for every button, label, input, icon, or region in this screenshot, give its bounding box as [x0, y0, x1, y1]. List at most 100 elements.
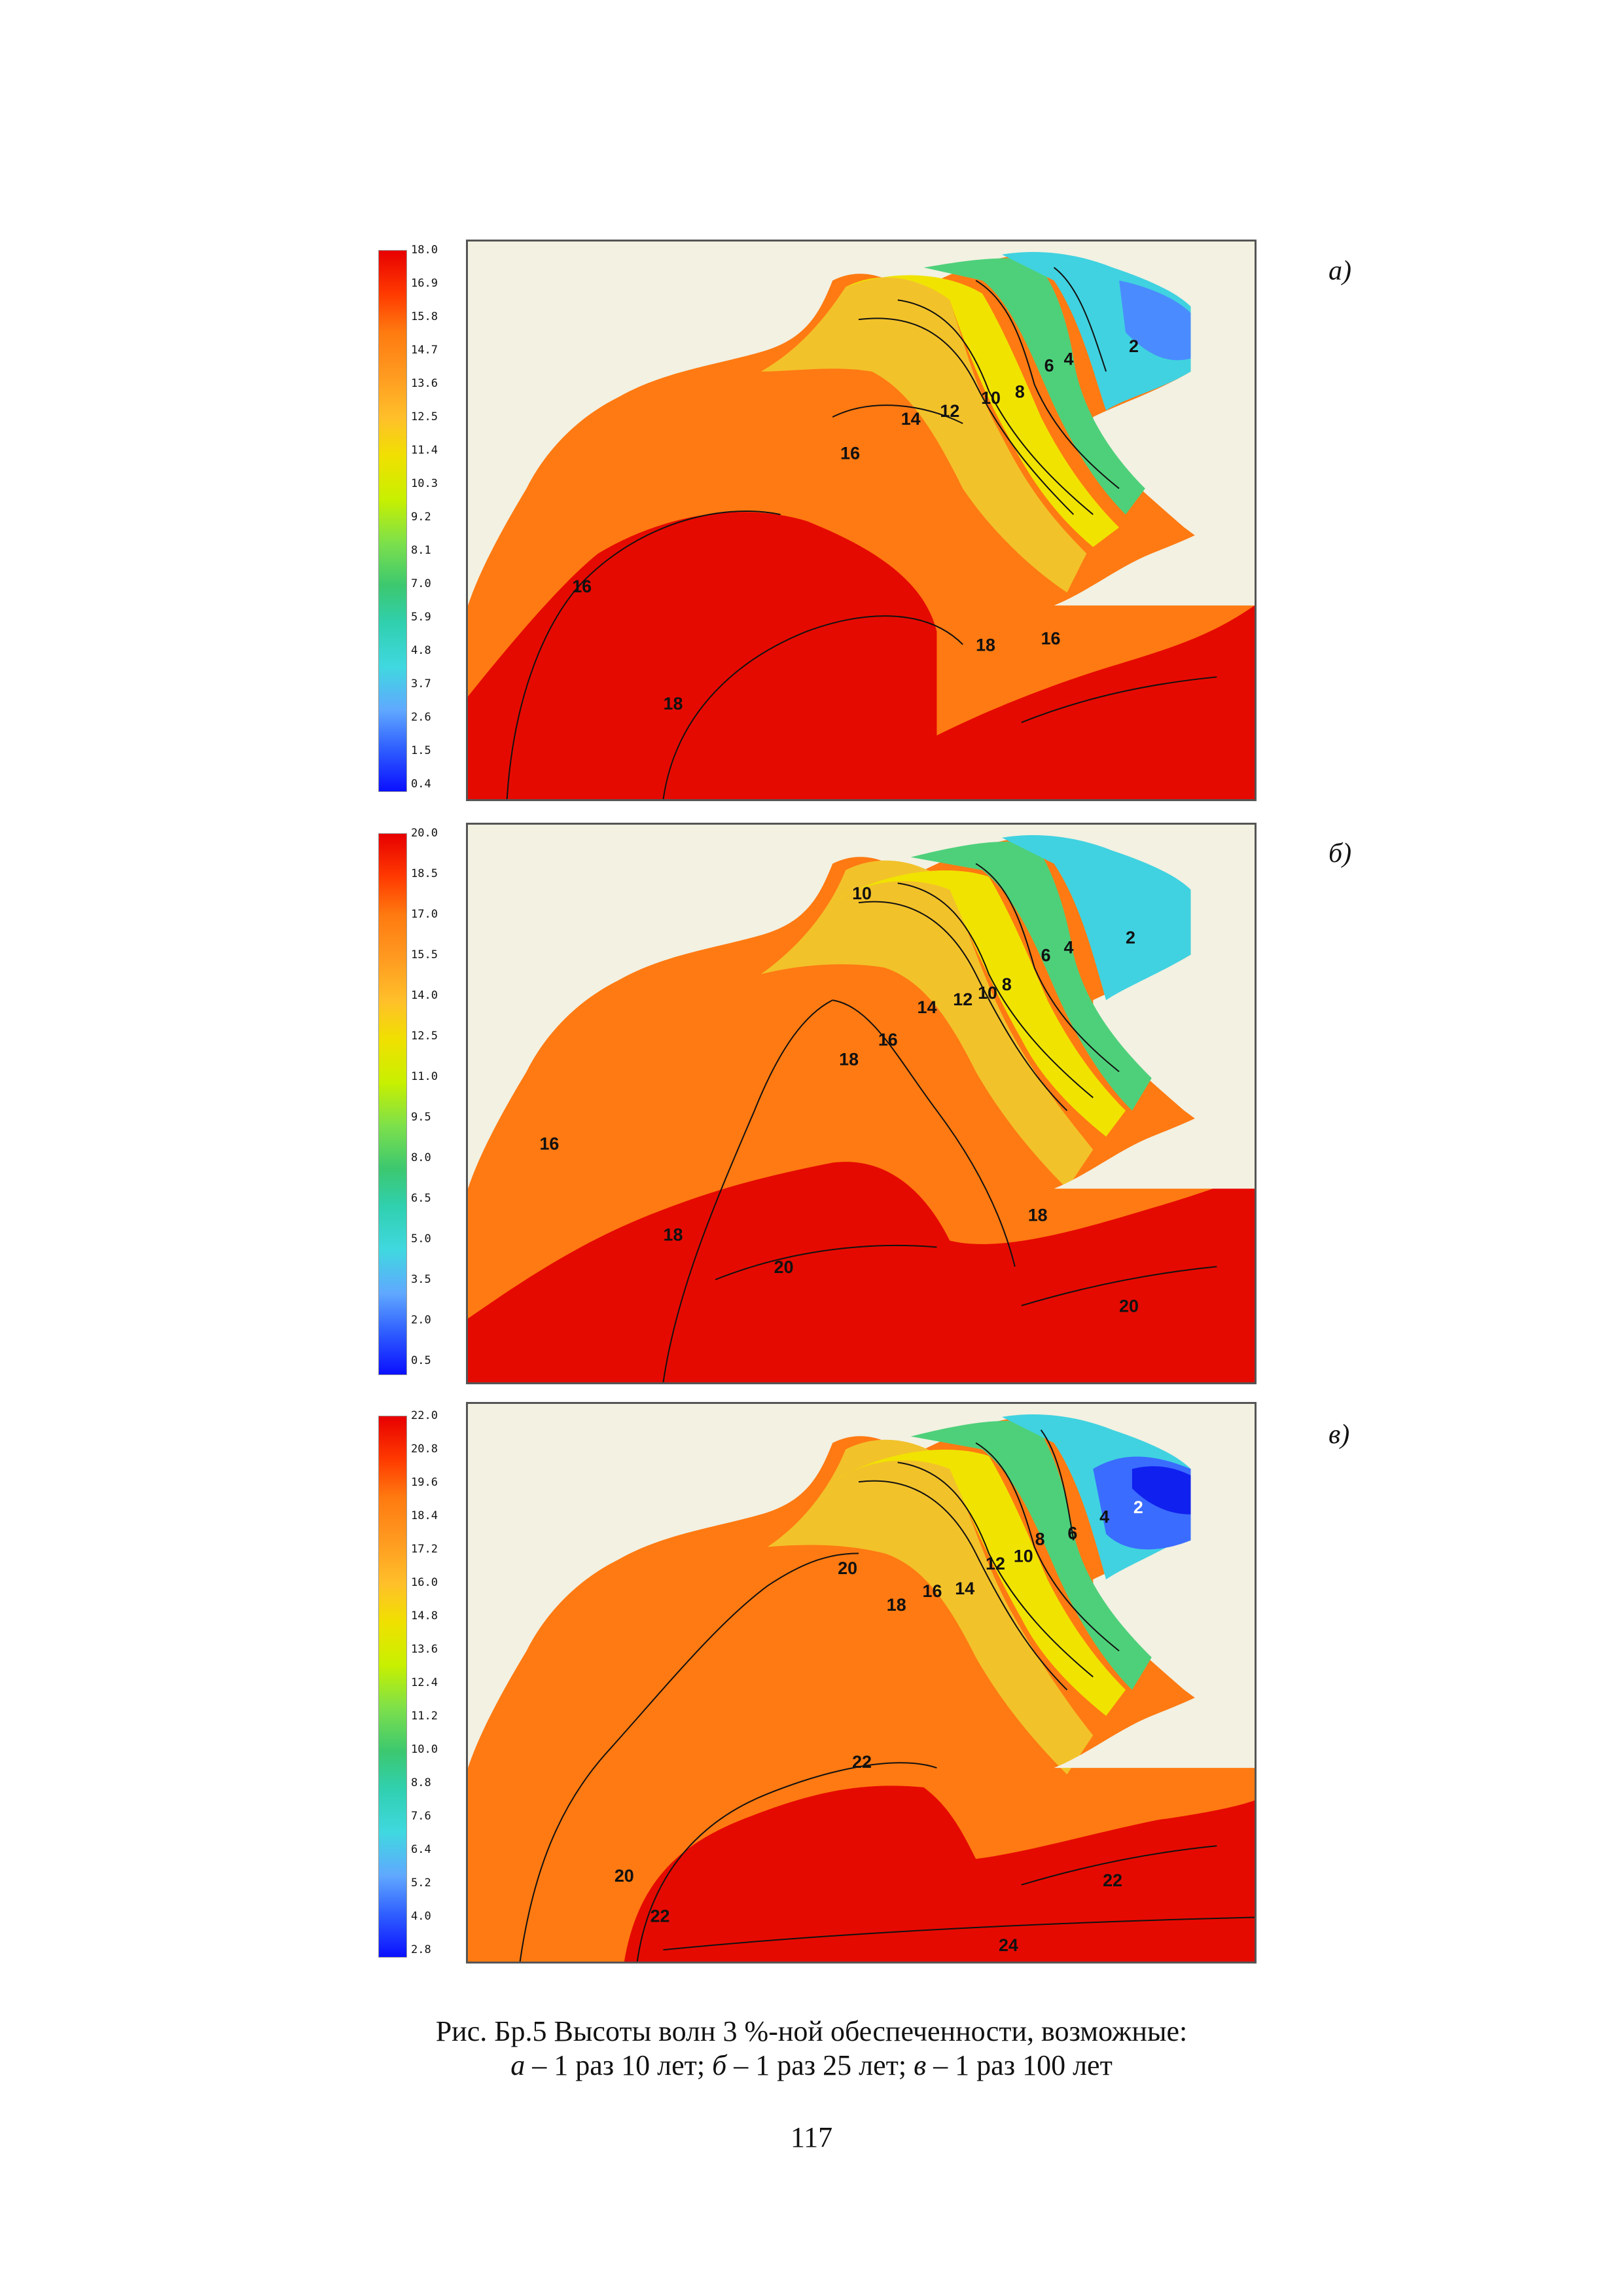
- scale-tick: 17.2: [411, 1543, 438, 1556]
- scale-tick: 0.5: [411, 1354, 431, 1367]
- contour-label: 18: [664, 694, 683, 713]
- contour-label: 20: [615, 1866, 634, 1886]
- contour-label: 22: [1103, 1871, 1122, 1890]
- scale-tick: 11.2: [411, 1710, 438, 1723]
- scale-tick: 1.5: [411, 744, 431, 757]
- contours-c: 20 22 20 18 16 14 12 10 8 6 4 2 22 22 24: [519, 1429, 1255, 1962]
- contour-label: 22: [651, 1906, 670, 1926]
- contour-label: 20: [1119, 1297, 1139, 1316]
- scale-tick: 7.0: [411, 577, 431, 590]
- panel-label: б): [1329, 838, 1352, 869]
- scale-tick: 10.0: [411, 1743, 438, 1756]
- scale-tick: 7.6: [411, 1810, 431, 1823]
- contour-label: 4: [1099, 1507, 1109, 1527]
- contour-label: 14: [901, 409, 921, 429]
- scale-tick: 3.7: [411, 677, 431, 691]
- contour-label: 24: [999, 1935, 1018, 1955]
- scale-tick: 16.9: [411, 277, 438, 290]
- scale-tick: 2.8: [411, 1943, 431, 1956]
- panel-label: в): [1329, 1420, 1350, 1450]
- scale-tick: 5.0: [411, 1232, 431, 1246]
- contour-label: 10: [981, 388, 1001, 408]
- scale-tick: 6.4: [411, 1843, 431, 1856]
- scale-tick: 20.0: [411, 827, 438, 840]
- wave-map-b: 10 16 18 18 20 16 14 12 10 8 6 4 2 18 20: [466, 823, 1257, 1384]
- contour-label: 8: [1035, 1530, 1045, 1549]
- scale-tick: 14.8: [411, 1609, 438, 1623]
- scale-tick: 14.7: [411, 344, 438, 357]
- scale-tick: 2.6: [411, 711, 431, 724]
- contour-label: 12: [986, 1554, 1005, 1573]
- scale-tick: 6.5: [411, 1192, 431, 1205]
- wave-map-a: 16 18 16 14 12 10 8 6 4 2 16 18: [466, 240, 1257, 801]
- contour-label: 16: [878, 1030, 898, 1050]
- scale-tick: 11.0: [411, 1070, 438, 1083]
- scale-tick: 20.8: [411, 1443, 438, 1456]
- contour-label: 12: [940, 401, 959, 421]
- contour-label: 16: [1041, 629, 1061, 649]
- color-scale-bar: [378, 833, 407, 1375]
- scale-tick: 18.5: [411, 867, 438, 880]
- scale-tick: 14.0: [411, 989, 438, 1002]
- contour-label: 20: [838, 1558, 857, 1578]
- scale-tick: 15.8: [411, 310, 438, 323]
- caption-text-a: – 1 раз 10 лет;: [525, 2049, 713, 2081]
- scale-tick: 22.0: [411, 1409, 438, 1422]
- contour-label: 14: [918, 997, 937, 1017]
- scale-tick: 12.5: [411, 410, 438, 423]
- contour-label: 12: [953, 990, 972, 1009]
- page-number: 117: [790, 2121, 833, 2153]
- scale-tick: 13.6: [411, 377, 438, 390]
- scale-tick: 13.6: [411, 1643, 438, 1656]
- contour-label: 2: [1133, 1498, 1143, 1517]
- contours-b: 10 16 18 18 20 16 14 12 10 8 6 4 2 18 20: [539, 863, 1217, 1382]
- scale-tick: 17.0: [411, 908, 438, 921]
- contour-label: 10: [978, 983, 997, 1003]
- contour-label: 6: [1041, 946, 1051, 965]
- scale-tick: 19.6: [411, 1476, 438, 1489]
- caption-letter-a: а: [510, 2049, 526, 2081]
- scale-tick: 11.4: [411, 444, 438, 457]
- panel-label: а): [1329, 256, 1351, 286]
- scale-tick: 12.4: [411, 1676, 438, 1689]
- contour-label: 10: [1014, 1546, 1033, 1566]
- contour-label: 18: [1028, 1206, 1048, 1225]
- contour-label: 10: [852, 884, 872, 903]
- contour-label: 18: [887, 1595, 906, 1615]
- contour-label: 2: [1129, 336, 1139, 356]
- contour-label: 8: [1015, 382, 1025, 401]
- contour-label: 16: [539, 1134, 559, 1154]
- wave-field-c: [468, 1404, 1255, 1962]
- scale-tick: 8.1: [411, 544, 431, 557]
- contour-label: 4: [1063, 350, 1073, 369]
- scale-tick: 5.9: [411, 611, 431, 624]
- scale-tick: 16.0: [411, 1576, 438, 1589]
- contour-label: 20: [774, 1257, 794, 1277]
- contour-label: 4: [1063, 938, 1073, 958]
- color-scale-b: 20.0 18.5 17.0 15.5 14.0 12.5 11.0 9.5 8…: [378, 827, 457, 1375]
- scale-tick: 9.2: [411, 511, 431, 524]
- scale-tick: 10.3: [411, 477, 438, 490]
- contour-label: 18: [839, 1049, 859, 1069]
- scale-tick: 18.0: [411, 243, 438, 257]
- scale-tick: 8.0: [411, 1151, 431, 1164]
- contour-label: 8: [1002, 975, 1012, 994]
- contour-label: 6: [1044, 356, 1054, 376]
- scale-tick: 15.5: [411, 948, 438, 961]
- scale-tick: 5.2: [411, 1876, 431, 1890]
- wave-map-c: 20 22 20 18 16 14 12 10 8 6 4 2 22 22 24: [466, 1402, 1257, 1964]
- color-scale-a: 18.0 16.9 15.8 14.7 13.6 12.5 11.4 10.3 …: [378, 243, 457, 792]
- contours-a: 16 18 16 14 12 10 8 6 4 2 16 18: [506, 266, 1217, 799]
- scale-tick: 3.5: [411, 1273, 431, 1286]
- wave-field-a: [468, 242, 1255, 799]
- contour-label: 16: [572, 577, 592, 596]
- contour-label: 18: [664, 1225, 683, 1245]
- color-scale-c: 22.0 20.8 19.6 18.4 17.2 16.0 14.8 13.6 …: [378, 1409, 457, 1958]
- contour-label: 16: [923, 1581, 942, 1601]
- caption-letter-b: б: [712, 2049, 727, 2081]
- figure-caption-line2: а – 1 раз 10 лет; б – 1 раз 25 лет; в – …: [0, 2049, 1623, 2082]
- color-scale-bar: [378, 1416, 407, 1958]
- wave-field-b: [468, 825, 1255, 1382]
- contour-label: 6: [1067, 1524, 1077, 1543]
- caption-text-b: – 1 раз 25 лет;: [726, 2049, 914, 2081]
